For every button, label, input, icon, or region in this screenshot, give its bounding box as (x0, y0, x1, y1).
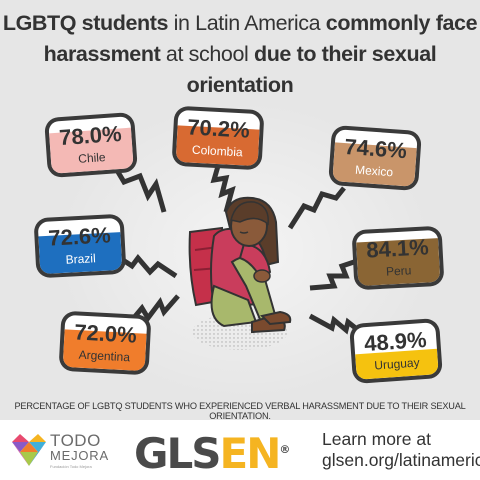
bubble-fill-bar (62, 329, 147, 372)
chart-caption: PERCENTAGE OF LGBTQ STUDENTS WHO EXPERIE… (14, 401, 466, 421)
bubble-tail (115, 170, 167, 213)
value-label: 84.1% (366, 234, 430, 262)
headline-run: commonly face (325, 11, 478, 35)
value-label: 48.9% (363, 327, 427, 356)
bubble-tail (309, 259, 355, 291)
bubble-fill-bar (332, 142, 417, 187)
bubble-fill-bar (38, 232, 123, 275)
headline-run: harassment (43, 42, 161, 66)
headline-line-1: LGBTQ students in Latin America commonly… (0, 8, 480, 39)
category-label: Mexico (355, 163, 394, 180)
value-label: 74.6% (344, 134, 408, 163)
bubble-tail (308, 313, 360, 335)
headline-run: LGBTQ students (2, 11, 169, 35)
bubble-fill-bar (356, 238, 441, 287)
bubble-tail (287, 186, 346, 230)
glsen-registered-mark: ® (279, 443, 291, 456)
bubble-fill-bar (355, 348, 439, 380)
bubble-argentina: 72.0%Argentina (59, 294, 180, 375)
learn-more: Learn more at glsen.org/latinamerica (322, 429, 480, 471)
heart-mosaic-icon (12, 434, 46, 466)
headline-run: in Latin America (168, 11, 326, 35)
category-label: Brazil (65, 251, 96, 267)
headline-run: at school (160, 42, 254, 66)
glsen-logo-accent: EN (219, 429, 282, 478)
bubble-chile: 78.0%Chile (44, 112, 167, 213)
bubble-uruguay: 48.9%Uruguay (308, 313, 443, 384)
bubble-peru: 84.1%Peru (309, 226, 444, 291)
student-illustration (188, 196, 292, 350)
learn-more-line: Learn more at (322, 429, 431, 449)
bubble-tail (130, 294, 180, 323)
category-label: Peru (386, 263, 412, 278)
bubble-brazil: 72.6%Brazil (34, 214, 178, 279)
glsen-logo-main: GLS (134, 429, 221, 478)
value-label: 72.6% (48, 222, 112, 250)
value-label: 70.2% (187, 114, 251, 142)
headline-run: due to their sexual orientation (186, 42, 437, 97)
bubble-fill-bar (175, 125, 260, 167)
category-label: Chile (78, 150, 107, 166)
todo-mejora-wordmark-bottom: MEJORA (50, 448, 109, 463)
value-label: 78.0% (58, 121, 122, 150)
bubble-fill-bar (49, 127, 134, 174)
category-label: Uruguay (374, 355, 420, 372)
learn-more-url[interactable]: glsen.org/latinamerica (322, 450, 480, 470)
category-label: Colombia (192, 143, 244, 160)
bubble-tail (210, 165, 236, 213)
bubble-mexico: 74.6%Mexico (287, 125, 422, 230)
headline-line-2: harassment at school due to their sexual… (0, 39, 480, 101)
category-label: Argentina (78, 348, 130, 365)
bubble-colombia: 70.2%Colombia (172, 106, 264, 213)
glsen-logo: GLSEN® (134, 428, 290, 476)
todo-mejora-wordmark-top: TODO (50, 431, 101, 450)
bubble-tail (118, 254, 178, 279)
footer: TODO MEJORA Fundación Todo Mejora GLSEN®… (0, 420, 480, 480)
headline: LGBTQ students in Latin America commonly… (0, 8, 480, 101)
value-label: 72.0% (74, 319, 138, 347)
todo-mejora-tagline: Fundación Todo Mejora (50, 464, 92, 469)
